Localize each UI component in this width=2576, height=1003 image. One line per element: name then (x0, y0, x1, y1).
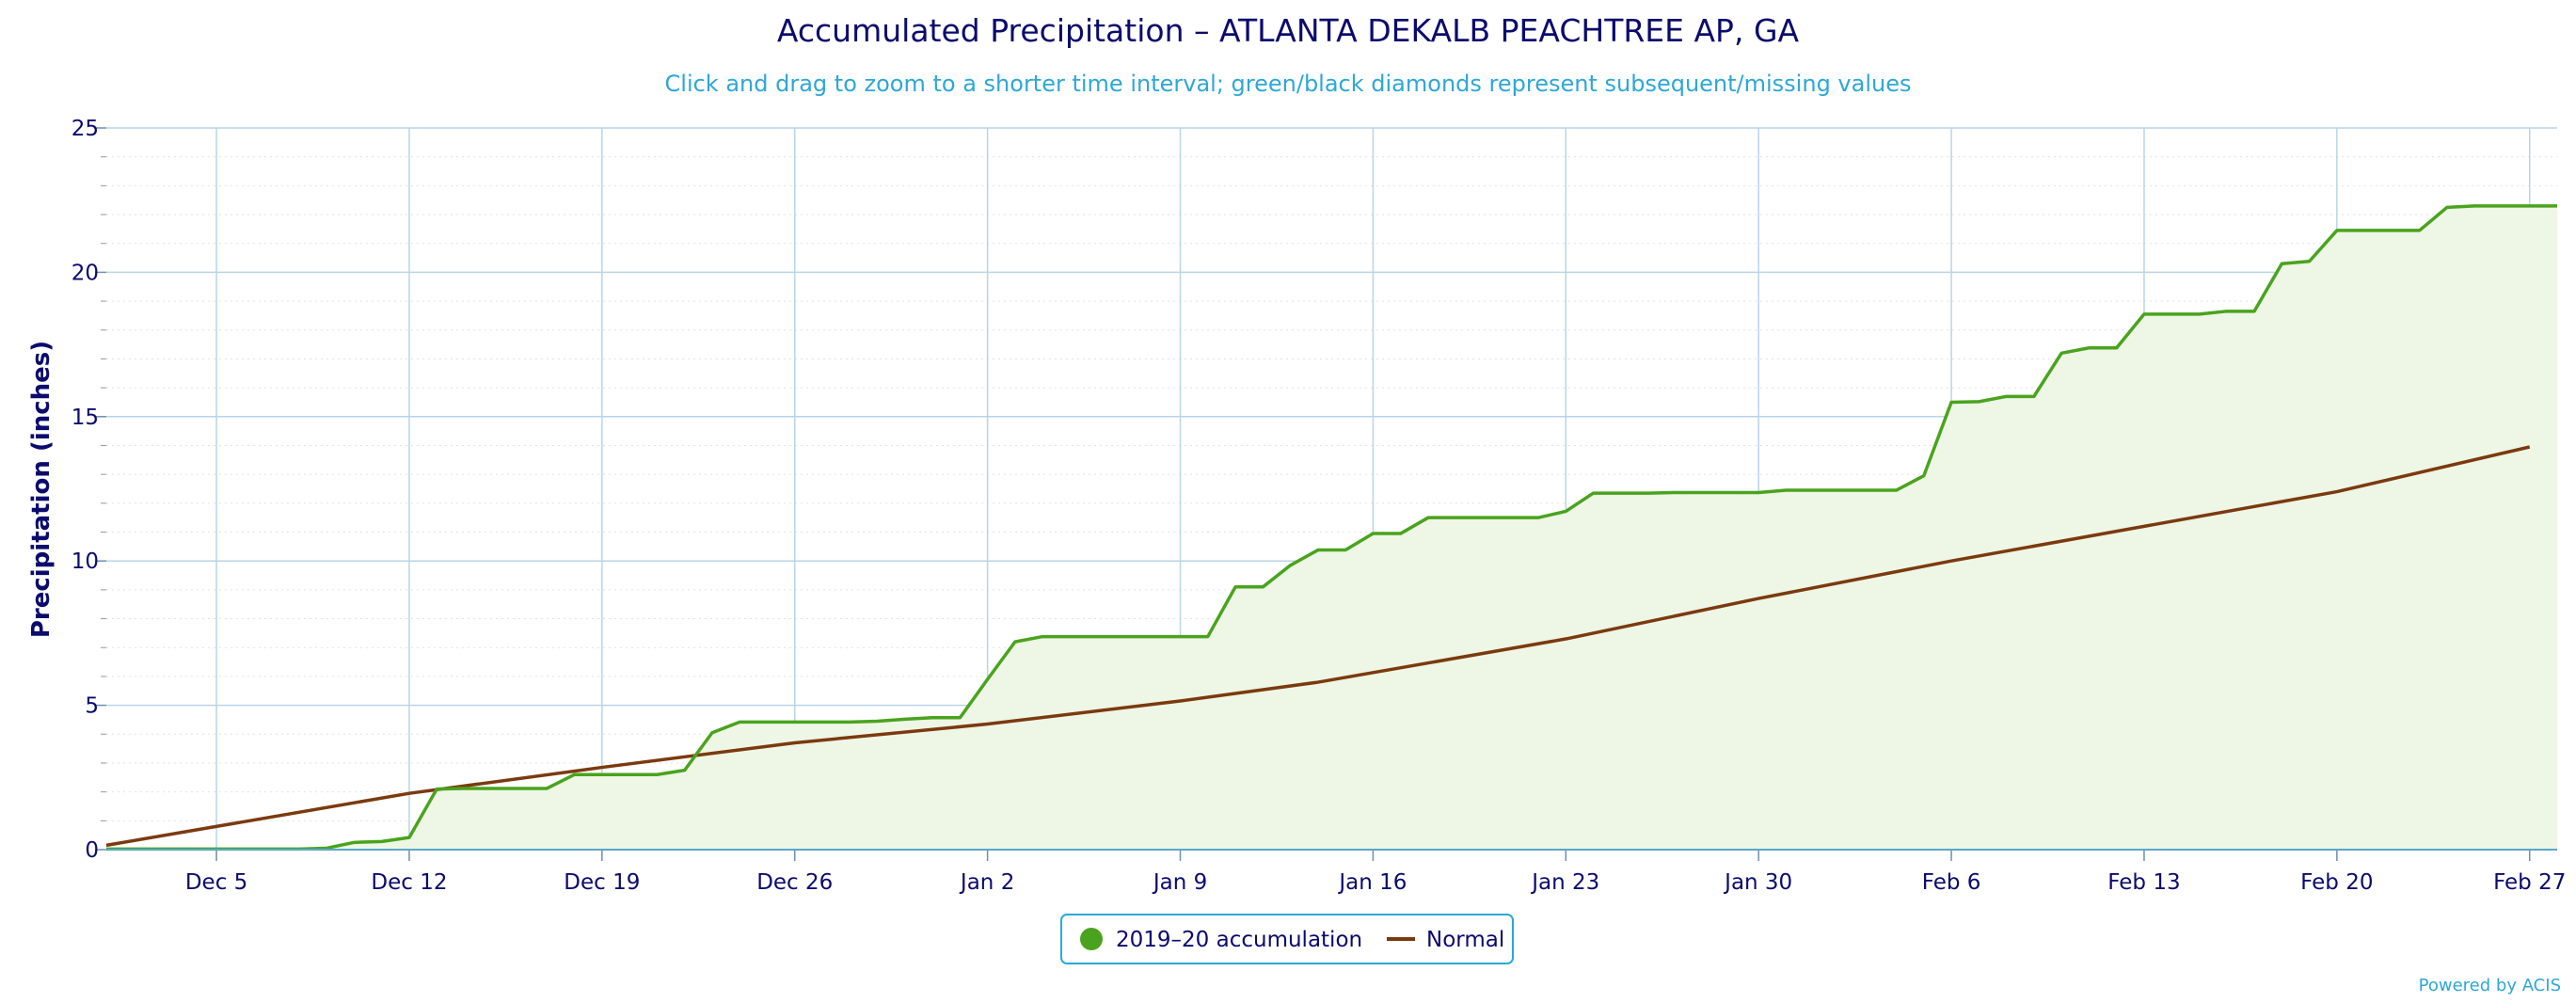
y-tick-label: 5 (85, 694, 99, 719)
x-tick-label: Feb 13 (2107, 870, 2180, 895)
x-tick-label: Dec 12 (371, 870, 447, 895)
x-tick-label: Jan 30 (1723, 870, 1792, 895)
legend-box (1060, 914, 1514, 964)
plot-area[interactable] (105, 204, 2557, 852)
x-tick-label: Dec 5 (185, 870, 247, 895)
legend-marker-accumulation (1080, 928, 1103, 950)
x-tick-label: Jan 2 (959, 870, 1014, 895)
y-axis-label: Precipitation (inches) (27, 341, 56, 638)
y-tick-label: 10 (72, 549, 99, 574)
powered-by-credit[interactable]: Powered by ACIS (2419, 976, 2561, 995)
legend-label-accumulation: 2019–20 accumulation (1116, 928, 1362, 952)
axes: 0 5 10 15 20 25 Dec 5 Dec 12 Dec 19 Dec 26 Jan 2 Ja… (72, 117, 2567, 895)
y-tick-label: 20 (72, 261, 99, 285)
x-tick-label: Jan 23 (1530, 870, 1599, 895)
x-tick-label: Jan 16 (1337, 870, 1407, 895)
y-tick-label: 0 (85, 838, 99, 863)
x-tick-label: Feb 20 (2300, 870, 2373, 895)
x-tick-label: Dec 19 (564, 870, 640, 895)
legend-label-normal: Normal (1426, 928, 1504, 952)
chart-subtitle: Click and drag to zoom to a shorter time… (665, 71, 1912, 97)
legend-item-accumulation[interactable]: 2019–20 accumulation (1080, 928, 1362, 952)
y-tick-label: 25 (72, 117, 99, 141)
chart-title: Accumulated Precipitation – ATLANTA DEKA… (777, 12, 1800, 49)
normal-line[interactable] (105, 445, 2531, 848)
y-tick-label: 15 (72, 406, 99, 430)
x-tick-label: Feb 6 (1922, 870, 1981, 895)
legend-item-normal[interactable]: Normal (1387, 928, 1504, 952)
accumulation-line[interactable] (106, 204, 2557, 852)
x-tick-label: Jan 9 (1152, 870, 1207, 895)
accumulation-area (106, 205, 2557, 850)
x-tick-label: Dec 26 (756, 870, 833, 895)
legend: 2019–20 accumulation Normal (1060, 914, 1514, 964)
x-tick-label: Feb 27 (2493, 870, 2566, 895)
